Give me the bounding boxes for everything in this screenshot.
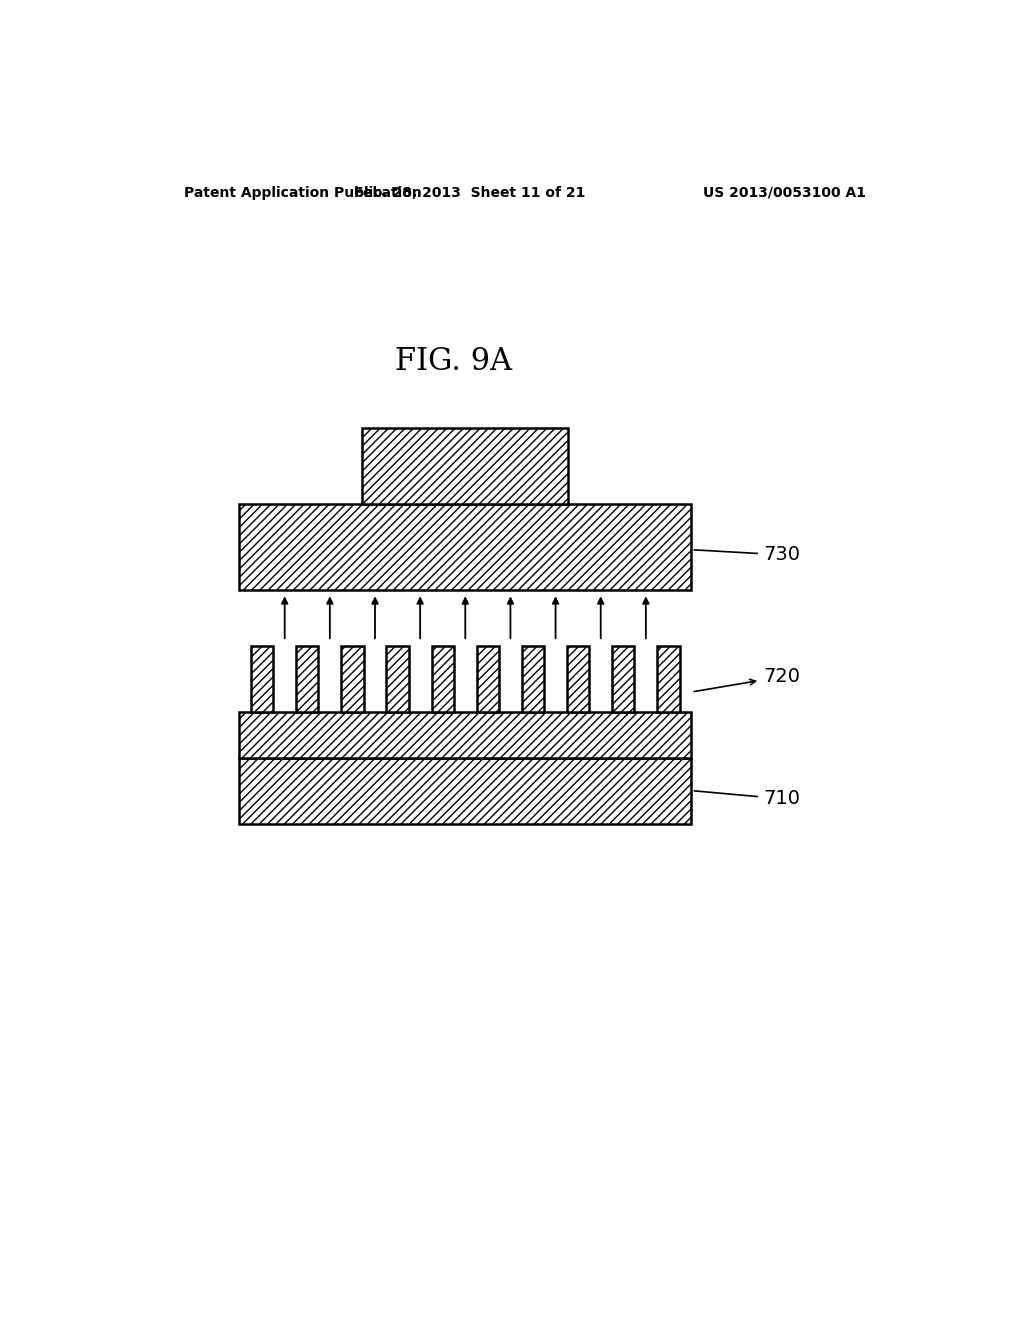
- Bar: [240, 713, 691, 758]
- Text: 720: 720: [694, 668, 800, 692]
- Bar: [362, 428, 568, 504]
- Bar: [431, 647, 454, 713]
- Bar: [567, 647, 589, 713]
- Bar: [477, 647, 499, 713]
- Text: 730: 730: [694, 545, 800, 564]
- Text: FIG. 9A: FIG. 9A: [395, 346, 512, 378]
- Bar: [251, 647, 273, 713]
- Text: Patent Application Publication: Patent Application Publication: [183, 186, 421, 199]
- Bar: [522, 647, 544, 713]
- Bar: [240, 758, 691, 824]
- Bar: [240, 504, 691, 590]
- Bar: [657, 647, 680, 713]
- Text: Feb. 28, 2013  Sheet 11 of 21: Feb. 28, 2013 Sheet 11 of 21: [353, 186, 585, 199]
- Bar: [612, 647, 635, 713]
- Bar: [386, 647, 409, 713]
- Bar: [341, 647, 364, 713]
- Bar: [296, 647, 318, 713]
- Text: 710: 710: [694, 789, 800, 808]
- Text: US 2013/0053100 A1: US 2013/0053100 A1: [703, 186, 866, 199]
